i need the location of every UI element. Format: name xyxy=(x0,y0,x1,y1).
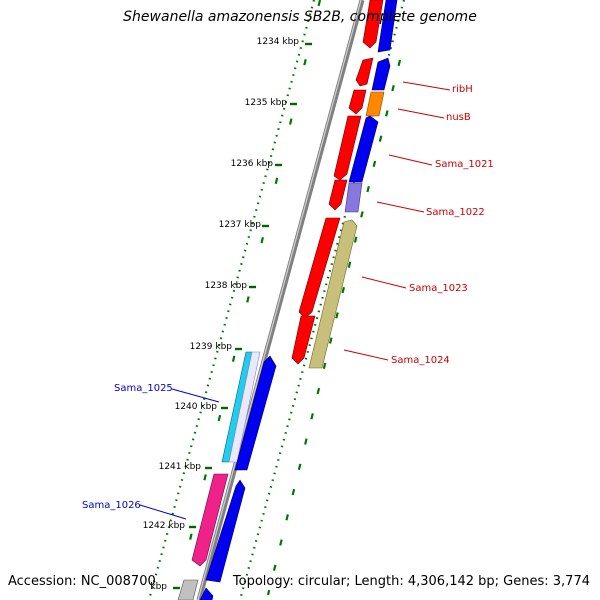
accession-text: Accession: NC_008700 xyxy=(8,574,156,589)
leader-line-Sama_1021 xyxy=(388,154,433,166)
leader-line-Sama_1022 xyxy=(376,201,425,213)
gene-blue[interactable] xyxy=(371,57,391,91)
ruler-label: 1241 kbp xyxy=(159,462,202,472)
gene-labels: ribH nusB Sama_1021 Sama_1022 Sama_1023 … xyxy=(82,84,494,511)
gene-blue[interactable] xyxy=(205,479,246,583)
gene-label-Sama_1021[interactable]: Sama_1021 xyxy=(435,159,494,170)
gene-Sama_1021-red[interactable] xyxy=(333,115,362,181)
leader-line-Sama_1026 xyxy=(139,504,187,520)
gene-blue[interactable] xyxy=(377,0,398,53)
map-title: Shewanella amazonensis SB2B, complete ge… xyxy=(123,9,477,25)
ruler-label: 1240 kbp xyxy=(175,402,218,412)
gene-Sama_1021-blue[interactable] xyxy=(348,115,379,183)
gene-label-Sama_1023[interactable]: Sama_1023 xyxy=(409,283,468,294)
gene-gray[interactable] xyxy=(177,579,199,600)
gene-red[interactable] xyxy=(328,179,348,211)
ruler-label: 1234 kbp xyxy=(257,37,300,47)
ruler-label: 1235 kbp xyxy=(245,98,288,108)
ruler-label: 1237 kbp xyxy=(219,220,262,230)
gene-label-Sama_1024[interactable]: Sama_1024 xyxy=(391,355,450,366)
leader-line-nusB xyxy=(397,108,445,119)
ruler-label: 1239 kbp xyxy=(190,342,233,352)
ruler-label: 1242 kbp xyxy=(143,521,186,531)
gene-Sama_1024[interactable] xyxy=(291,315,316,365)
gene-Sama_1023[interactable] xyxy=(308,219,358,369)
gene-Sama_1026[interactable] xyxy=(191,473,229,567)
gene-label-nusB[interactable]: nusB xyxy=(446,112,471,123)
leader-line-Sama_1023 xyxy=(361,276,407,289)
tick-track-outer xyxy=(266,59,402,596)
gene-blue[interactable] xyxy=(234,355,277,471)
gene-nusB[interactable] xyxy=(365,91,385,117)
gene-Sama_1022[interactable] xyxy=(344,182,363,213)
topology-text: Topology: circular; Length: 4,306,142 bp… xyxy=(232,574,590,589)
gene-label-Sama_1026[interactable]: Sama_1026 xyxy=(82,500,141,511)
gene-label-Sama_1022[interactable]: Sama_1022 xyxy=(426,207,485,218)
ruler-ticks xyxy=(173,42,312,590)
leader-line-Sama_1025 xyxy=(171,388,220,403)
gene-blue[interactable] xyxy=(199,587,214,600)
genes-reverse-strand xyxy=(177,0,384,600)
ruler-track-inner xyxy=(147,0,316,600)
genome-backbone xyxy=(196,0,365,600)
leader-lines xyxy=(139,81,451,520)
gene-Sama_1023-red[interactable] xyxy=(298,217,341,319)
genome-backbone-highlight xyxy=(197,0,362,600)
gene-red[interactable] xyxy=(348,89,367,115)
leader-line-Sama_1024 xyxy=(343,349,389,361)
gene-red[interactable] xyxy=(362,0,384,49)
ruler-label: 1236 kbp xyxy=(231,159,274,169)
ruler-label: kbp xyxy=(150,582,167,592)
genes-forward-strand xyxy=(199,0,398,600)
gene-label-ribH[interactable]: ribH xyxy=(452,84,473,95)
tick-track-inner xyxy=(176,0,322,591)
ruler-labels: 1234 kbp 1235 kbp 1236 kbp 1237 kbp 1238… xyxy=(143,37,300,592)
ruler-track-outer xyxy=(238,0,406,600)
leader-line-ribH xyxy=(402,81,451,91)
gene-ribH[interactable] xyxy=(355,57,374,87)
ruler-label: 1238 kbp xyxy=(205,281,248,291)
gene-label-Sama_1025[interactable]: Sama_1025 xyxy=(114,383,173,394)
